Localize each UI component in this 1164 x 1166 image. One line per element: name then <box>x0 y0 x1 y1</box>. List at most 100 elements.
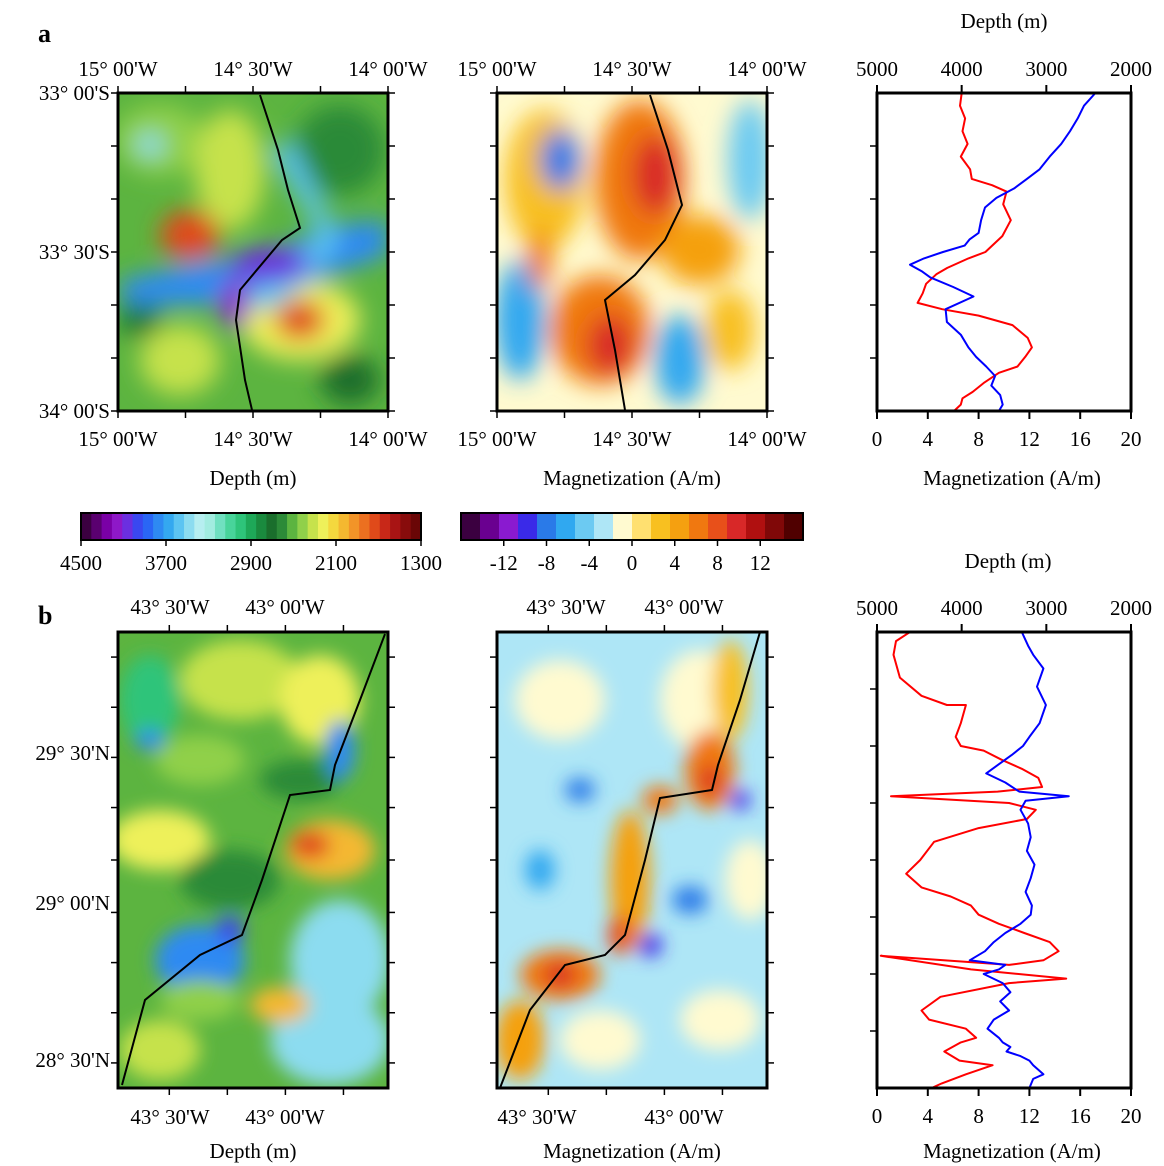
profile-x2-tick-label: 4000 <box>941 57 983 81</box>
colorbar-swatch <box>153 513 165 540</box>
profile-x2-tick-label: 5000 <box>856 57 898 81</box>
lon-tick-label: 15° 00'W <box>457 57 536 81</box>
lon-tick-label: 43° 30'W <box>130 1105 209 1129</box>
colorbar-swatch <box>410 513 422 540</box>
colorbar-swatch <box>101 513 113 540</box>
lon-tick-label: 43° 00'W <box>644 1105 723 1129</box>
magnetization-map-b <box>495 630 769 1090</box>
colorbar-tick-label: 3700 <box>145 551 187 575</box>
profile-frame-a <box>875 91 1133 413</box>
lon-tick-label: 14° 30'W <box>213 427 292 451</box>
colorbar-tick-label: 4 <box>670 551 681 575</box>
profile-x-tick-label: 0 <box>872 427 883 451</box>
colorbar-swatch <box>461 513 481 540</box>
colorbar-tick-label: -4 <box>581 551 599 575</box>
colorbar-swatch <box>537 513 557 540</box>
colorbar-swatch <box>142 513 154 540</box>
colorbar-swatch <box>556 513 576 540</box>
colorbar-tick-label: 4500 <box>60 551 102 575</box>
colorbar-swatch <box>594 513 614 540</box>
colorbar-swatch <box>765 513 785 540</box>
lon-tick-label: 14° 00'W <box>727 427 806 451</box>
colorbar-swatch <box>184 513 195 540</box>
lon-tick-label: 14° 00'W <box>348 427 427 451</box>
colorbar-tick-label: -12 <box>490 551 518 575</box>
profile-ticks-a: 0 4 8 12 16 20 5000 4000 3000 2000 <box>856 57 1152 451</box>
profile-x2-tick-label: 3000 <box>1025 57 1067 81</box>
colorbar-swatch <box>689 513 709 540</box>
lat-tick-label: 29° 00'N <box>35 891 110 915</box>
profile-x-tick-label: 12 <box>1019 1104 1040 1128</box>
profile-ticks-b: 0 4 8 12 16 20 5000 4000 3000 2000 <box>856 596 1152 1128</box>
colorbar-swatch <box>518 513 538 540</box>
colorbar-swatch <box>204 513 216 540</box>
colorbar-swatch <box>235 513 247 540</box>
colorbar-swatch <box>81 513 92 540</box>
colorbar-swatch <box>480 513 500 540</box>
lat-tick-label: 28° 30'N <box>35 1048 110 1072</box>
colorbar-swatch <box>348 513 360 540</box>
magnetization-map-a <box>495 91 769 413</box>
lon-tick-label: 14° 30'W <box>592 427 671 451</box>
profile-x-tick-label: 4 <box>923 427 934 451</box>
colorbar-swatch <box>245 513 257 540</box>
colorbar-swatch <box>297 513 309 540</box>
lat-tick-label: 33° 30'S <box>39 240 110 264</box>
colorbar-swatch <box>276 513 288 540</box>
profile-x2-tick-label: 2000 <box>1110 57 1152 81</box>
depth-map-xlabel-a: Depth (m) <box>210 466 297 490</box>
profile-x-tick-label: 0 <box>872 1104 883 1128</box>
lon-tick-label: 14° 30'W <box>592 57 671 81</box>
profile-mag-title-b: Magnetization (A/m) <box>923 1139 1101 1163</box>
colorbar-swatch <box>784 513 804 540</box>
colorbar-swatch <box>632 513 652 540</box>
panel-letter-a: a <box>38 19 51 48</box>
colorbar-swatch <box>317 513 329 540</box>
lon-tick-label: 15° 00'W <box>457 427 536 451</box>
colorbar-swatch <box>708 513 728 540</box>
lon-tick-label: 14° 30'W <box>213 57 292 81</box>
lon-tick-label: 15° 00'W <box>78 57 157 81</box>
lon-tick-label: 15° 00'W <box>78 427 157 451</box>
profile-x2-tick-label: 3000 <box>1025 596 1067 620</box>
colorbar-swatch <box>91 513 103 540</box>
map-tick-labels-a: 15° 00'W 14° 30'W 14° 00'W 15° 00'W 14° … <box>39 57 807 490</box>
lon-tick-label: 43° 30'W <box>526 595 605 619</box>
lon-tick-label: 14° 00'W <box>348 57 427 81</box>
magnetization-colorbar: -12 -8 -4 0 4 8 12 <box>460 512 804 575</box>
profile-mag-title-a: Magnetization (A/m) <box>923 466 1101 490</box>
blue-profile-line <box>909 92 1097 412</box>
profile-depth-title-b: Depth (m) <box>965 549 1052 573</box>
colorbar-tick-label: 2900 <box>230 551 272 575</box>
colorbar-swatch <box>256 513 268 540</box>
lat-tick-label: 29° 30'N <box>35 741 110 765</box>
depth-map-a <box>116 91 390 413</box>
lon-tick-label: 14° 00'W <box>727 57 806 81</box>
red-profile-line <box>879 631 1068 1089</box>
colorbar-swatch <box>132 513 144 540</box>
profile-x-tick-label: 20 <box>1121 427 1142 451</box>
profile-x-tick-label: 12 <box>1019 427 1040 451</box>
colorbar-swatch <box>214 513 226 540</box>
colorbar-swatch <box>266 513 278 540</box>
depth-colorbar: 4500 3700 2900 2100 1300 <box>60 512 442 575</box>
red-profile-line <box>916 92 1033 412</box>
colorbar-swatch <box>727 513 747 540</box>
colorbar-swatch <box>307 513 319 540</box>
colorbar-tick-label: 1300 <box>400 551 442 575</box>
profile-x2-tick-label: 2000 <box>1110 596 1152 620</box>
lon-tick-label: 43° 30'W <box>130 595 209 619</box>
colorbar-swatch <box>122 513 134 540</box>
depth-map-b <box>116 630 390 1090</box>
colorbar-swatch <box>359 513 371 540</box>
mag-map-xlabel-b: Magnetization (A/m) <box>543 1139 721 1163</box>
colorbar-swatch <box>225 513 237 540</box>
depth-map-xlabel-b: Depth (m) <box>210 1139 297 1163</box>
map-tick-labels-b: 43° 30'W 43° 00'W 43° 30'W 43° 00'W 43° … <box>35 595 723 1163</box>
lon-tick-label: 43° 00'W <box>245 1105 324 1129</box>
colorbar-tick-label: 12 <box>750 551 771 575</box>
colorbar-tick-label: 0 <box>627 551 638 575</box>
profile-lines-a <box>909 92 1097 412</box>
profile-x-tick-label: 8 <box>973 427 984 451</box>
